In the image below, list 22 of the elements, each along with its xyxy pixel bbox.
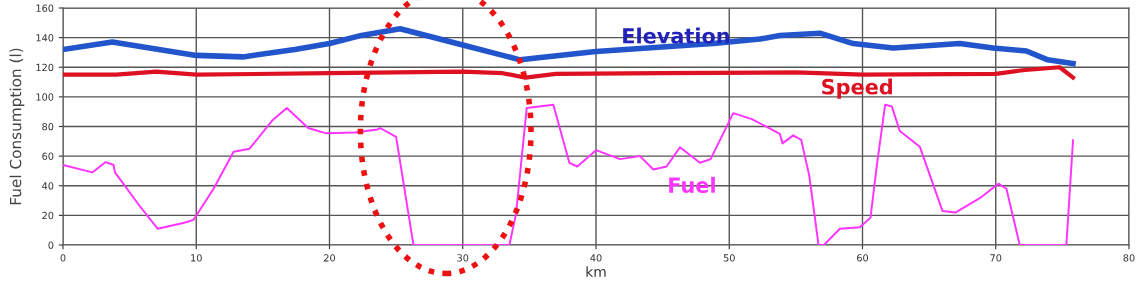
y-tick-label: 120 — [36, 63, 54, 72]
x-tick-label: 80 — [1123, 254, 1135, 262]
y-tick-label: 40 — [42, 182, 54, 190]
y-tick-label: 80 — [42, 122, 54, 131]
x-tick-label: 10 — [191, 254, 202, 262]
x-tick-label: 0 — [60, 254, 66, 262]
x-tick-label: 50 — [723, 254, 735, 262]
y-tick-label: 160 — [36, 4, 54, 12]
y-tick-label: 100 — [36, 93, 54, 101]
line-series — [63, 103, 1074, 245]
y-tick-label: 60 — [42, 152, 54, 160]
x-tick-label: 20 — [324, 254, 336, 262]
y-tick-label: 0 — [48, 241, 54, 249]
y-tick-label: 20 — [42, 211, 54, 220]
x-tick-label: 30 — [457, 254, 469, 262]
line-series — [63, 65, 1076, 80]
x-axis-title: km — [586, 266, 606, 277]
x-tick-label: 40 — [590, 254, 602, 262]
x-tick-label: 60 — [856, 254, 869, 262]
y-tick-label: 140 — [36, 34, 54, 42]
y-axis-title: Fuel Consumption (l) — [9, 48, 25, 205]
x-tick-label: 70 — [990, 254, 1002, 262]
